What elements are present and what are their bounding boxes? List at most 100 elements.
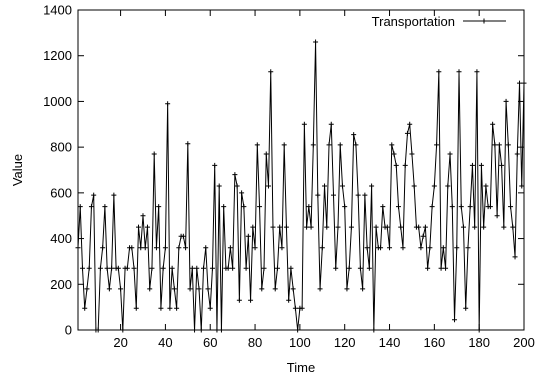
data-point	[189, 265, 195, 271]
legend-marker	[481, 18, 487, 24]
data-point	[324, 224, 330, 230]
data-point	[171, 286, 177, 292]
data-point	[79, 265, 85, 271]
data-point	[252, 245, 258, 251]
x-tick-label: 140	[379, 335, 401, 350]
x-tick-label: 40	[158, 335, 172, 350]
data-point	[270, 224, 276, 230]
data-point	[185, 141, 191, 147]
data-point	[333, 265, 339, 271]
data-point	[440, 245, 446, 251]
data-point	[308, 224, 314, 230]
data-point	[301, 121, 307, 127]
data-point	[411, 183, 417, 189]
data-point	[348, 224, 354, 230]
data-point	[492, 142, 498, 148]
data-point	[494, 213, 500, 219]
legend: Transportation	[372, 14, 506, 29]
data-point	[209, 265, 215, 271]
data-point	[147, 286, 153, 292]
x-tick-label: 200	[513, 335, 535, 350]
series-layer	[75, 39, 527, 333]
data-point	[221, 204, 227, 210]
data-point	[400, 245, 406, 251]
data-point	[420, 233, 426, 239]
data-point	[510, 224, 516, 230]
data-point	[306, 204, 312, 210]
plot-frame	[77, 9, 525, 331]
data-point	[481, 224, 487, 230]
data-point	[407, 121, 413, 127]
data-point	[357, 265, 363, 271]
y-tick-label: 800	[50, 140, 72, 155]
y-tick-label: 0	[65, 323, 72, 338]
data-point	[82, 305, 88, 311]
data-point	[490, 121, 496, 127]
data-point	[380, 204, 386, 210]
data-point	[337, 142, 343, 148]
data-point	[460, 224, 466, 230]
data-point	[203, 245, 209, 251]
data-point	[304, 224, 310, 230]
data-point	[218, 327, 224, 333]
data-point	[274, 265, 280, 271]
data-point	[97, 265, 103, 271]
data-point	[279, 245, 285, 251]
x-axis-ticks: 20 40 60 80 100 120 140 160 180 200	[113, 10, 535, 350]
data-point	[115, 265, 121, 271]
data-point	[339, 183, 345, 189]
data-point	[398, 224, 404, 230]
data-point	[239, 190, 245, 196]
data-point	[124, 265, 130, 271]
x-tick-label: 180	[468, 335, 490, 350]
data-point	[160, 265, 166, 271]
data-point	[429, 204, 435, 210]
y-tick-label: 1200	[43, 48, 72, 63]
data-point	[236, 297, 242, 303]
data-point	[409, 151, 415, 157]
data-point	[474, 69, 480, 75]
data-point	[449, 204, 455, 210]
data-point	[384, 224, 390, 230]
data-point	[153, 245, 159, 251]
data-point	[469, 162, 475, 168]
data-point	[362, 192, 368, 198]
data-point	[467, 204, 473, 210]
data-point	[389, 142, 395, 148]
data-point	[328, 121, 334, 127]
data-point	[102, 204, 108, 210]
data-point	[517, 80, 523, 86]
data-point	[501, 224, 507, 230]
data-point	[254, 142, 260, 148]
data-point	[514, 151, 520, 157]
data-point	[111, 192, 117, 198]
data-point	[268, 69, 274, 75]
data-point	[351, 132, 357, 138]
data-point	[344, 286, 350, 292]
data-point	[431, 183, 437, 189]
data-point	[167, 305, 173, 311]
data-point	[496, 142, 502, 148]
data-point	[393, 162, 399, 168]
data-point	[88, 204, 94, 210]
x-tick-label: 120	[334, 335, 356, 350]
data-point	[443, 265, 449, 271]
data-point	[104, 265, 110, 271]
x-tick-label: 80	[248, 335, 262, 350]
data-point	[120, 327, 126, 333]
data-point	[149, 265, 155, 271]
data-point	[183, 245, 189, 251]
data-point	[162, 245, 168, 251]
data-point	[259, 286, 265, 292]
data-point	[292, 305, 298, 311]
data-point	[295, 327, 301, 333]
data-point	[174, 305, 180, 311]
data-point	[313, 39, 319, 45]
data-point	[434, 142, 440, 148]
data-point	[483, 183, 489, 189]
data-point	[176, 245, 182, 251]
data-point	[91, 192, 97, 198]
data-point	[196, 286, 202, 292]
data-point	[194, 265, 200, 271]
